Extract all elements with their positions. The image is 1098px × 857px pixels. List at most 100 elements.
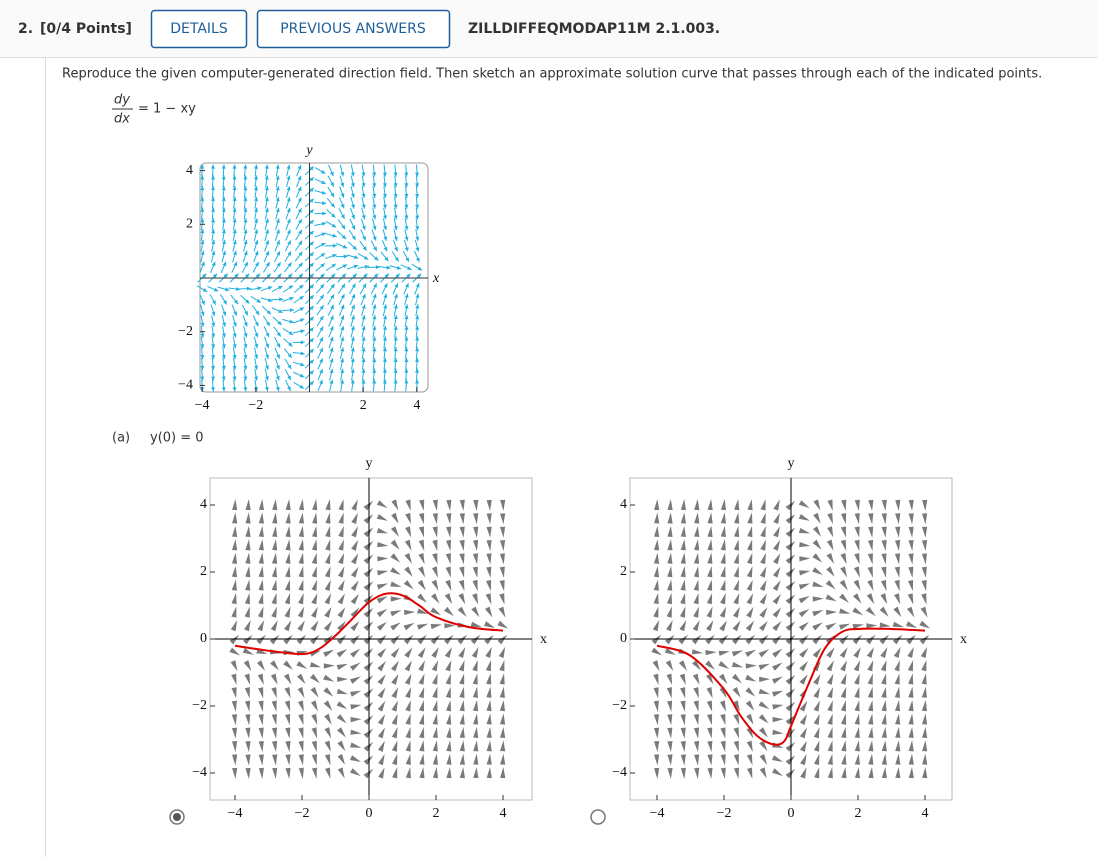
arrow-head — [404, 204, 409, 209]
field-arrow — [486, 767, 492, 779]
arrow-head — [309, 263, 314, 268]
arrow-head — [232, 354, 237, 360]
field-arrow — [363, 648, 374, 658]
button-frame[interactable] — [150, 9, 248, 49]
y-tick-label: −2 — [178, 324, 193, 339]
field-arrow — [325, 767, 331, 779]
y-axis-label: y — [304, 143, 313, 158]
arrow-head — [286, 186, 291, 191]
field-arrow — [459, 686, 465, 698]
field-arrow — [747, 767, 753, 779]
radio-dot[interactable] — [173, 813, 181, 821]
arrow-head — [221, 333, 226, 338]
field-arrow — [459, 673, 465, 685]
field-arrow — [680, 754, 686, 766]
arrow-head — [330, 182, 334, 187]
field-arrow — [773, 499, 780, 511]
button-frame[interactable] — [256, 9, 451, 49]
field-arrow — [391, 713, 398, 725]
arrow-head — [361, 225, 366, 230]
previous-button[interactable]: PREVIOUS ANSWERS — [256, 9, 451, 49]
button-label[interactable]: PREVIOUS ANSWERS — [280, 21, 426, 37]
arrow-head — [287, 386, 291, 391]
arrow-head — [200, 344, 205, 349]
field-arrow — [800, 767, 807, 779]
field-arrow — [232, 539, 238, 551]
field-arrow — [906, 634, 916, 645]
field-arrow — [337, 676, 349, 682]
field-arrow — [679, 620, 687, 632]
field-arrow — [472, 593, 479, 605]
x-axis-label: x — [960, 632, 967, 647]
arrow-head — [351, 283, 356, 289]
field-arrow — [324, 593, 332, 605]
field-arrow — [486, 726, 492, 739]
field-arrow — [733, 579, 740, 591]
field-arrow — [868, 767, 874, 779]
field-arrow — [338, 512, 344, 524]
arrow-head — [319, 315, 324, 321]
field-arrow — [693, 700, 699, 712]
arrow-head — [383, 304, 388, 309]
radio-button[interactable] — [590, 809, 606, 825]
arrow-head — [200, 376, 205, 381]
arrow-head — [341, 273, 346, 278]
arrow-head — [372, 368, 377, 373]
field-arrow — [472, 673, 478, 685]
field-arrow — [691, 649, 704, 655]
field-arrow — [405, 499, 411, 511]
field-arrow — [733, 713, 740, 726]
y-axis-label: y — [366, 456, 373, 471]
arrow-head — [340, 172, 345, 177]
field-arrow — [418, 566, 426, 578]
field-arrow — [258, 512, 264, 524]
field-arrow — [760, 526, 766, 538]
field-arrow — [707, 525, 713, 538]
field-arrow — [839, 634, 849, 645]
arrow-head — [350, 347, 355, 352]
field-arrow — [244, 606, 250, 618]
field-arrow — [694, 525, 700, 538]
field-arrow — [906, 606, 915, 618]
arrow-head — [383, 325, 387, 331]
field-arrow — [258, 740, 264, 753]
field-arrow — [854, 673, 860, 685]
field-arrow — [732, 686, 741, 698]
field-arrow — [486, 526, 492, 538]
field-arrow — [242, 648, 254, 655]
field-arrow — [298, 754, 304, 766]
problem-code: ZILLDIFFEQMODAP11M 2.1.003. — [468, 21, 720, 37]
field-arrow — [470, 634, 481, 645]
x-tick-label: −2 — [248, 398, 263, 413]
arrow-head — [243, 322, 248, 327]
arrow-head — [415, 347, 420, 352]
x-tick-label: −2 — [717, 806, 732, 821]
arrow-head — [404, 236, 409, 241]
field-arrow — [825, 622, 837, 631]
arrow-head — [329, 336, 334, 342]
field-arrow — [881, 686, 887, 698]
arrow-head — [309, 284, 314, 289]
field-arrow — [500, 499, 506, 511]
field-arrow — [324, 740, 331, 752]
arrow-head — [211, 250, 216, 256]
arrow-head — [286, 207, 291, 213]
field-arrow — [866, 634, 876, 645]
field-arrow — [245, 700, 251, 712]
button-label[interactable]: DETAILS — [170, 21, 228, 37]
arrow-head — [415, 215, 420, 220]
field-arrow — [231, 579, 237, 591]
arrow-head — [276, 343, 281, 348]
details-button[interactable]: DETAILS — [150, 9, 248, 49]
arrow-head — [287, 240, 291, 245]
arrow-head — [393, 336, 398, 341]
y-tick-label: 4 — [620, 497, 627, 512]
field-arrow — [734, 512, 740, 524]
arrow-head — [255, 262, 259, 267]
field-arrow — [667, 727, 673, 739]
arrow-head — [309, 370, 314, 375]
field-arrow — [921, 580, 927, 592]
field-arrow — [363, 554, 374, 564]
field-arrow — [377, 674, 386, 685]
arrow-head — [287, 353, 292, 358]
